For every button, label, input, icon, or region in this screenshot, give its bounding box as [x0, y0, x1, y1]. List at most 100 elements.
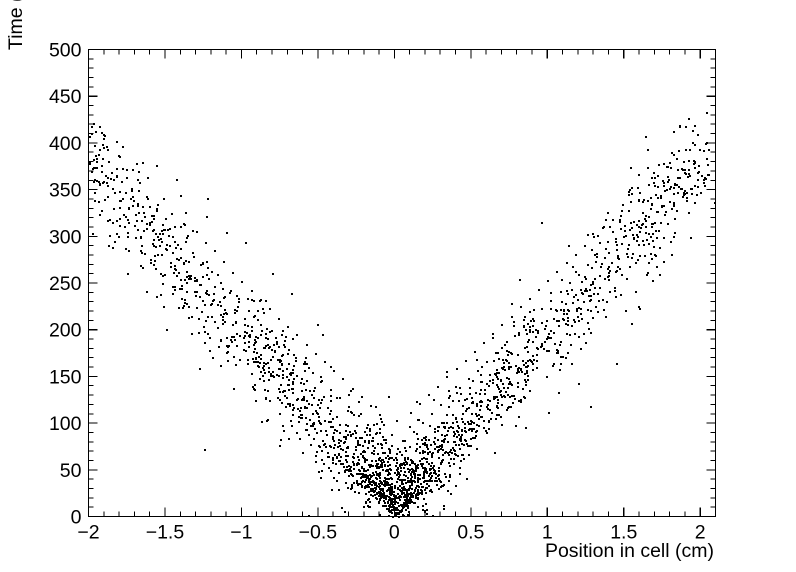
data-point: [499, 391, 501, 393]
data-point: [383, 484, 385, 486]
data-point: [126, 177, 128, 179]
data-point: [670, 241, 672, 243]
data-point: [638, 306, 640, 308]
data-point: [583, 301, 585, 303]
data-point: [615, 296, 617, 298]
data-point: [265, 333, 267, 335]
data-point: [567, 320, 569, 322]
data-point: [355, 437, 357, 439]
data-point: [388, 508, 390, 510]
data-point: [484, 389, 486, 391]
data-point: [263, 362, 265, 364]
data-point: [689, 175, 691, 177]
data-point: [395, 465, 397, 467]
data-point: [321, 470, 323, 472]
data-point: [589, 300, 591, 302]
data-point: [631, 193, 633, 195]
data-point: [278, 346, 280, 348]
data-point: [220, 305, 222, 307]
data-point: [422, 486, 424, 488]
data-point: [529, 390, 531, 392]
data-point: [380, 443, 382, 445]
data-point: [234, 309, 236, 311]
data-point: [467, 421, 469, 423]
data-point: [164, 274, 166, 276]
data-point: [103, 138, 105, 140]
data-point: [525, 362, 527, 364]
data-point: [449, 474, 451, 476]
data-point: [508, 378, 510, 380]
data-point: [656, 237, 658, 239]
data-point: [459, 473, 461, 475]
data-point: [327, 407, 329, 409]
data-point: [390, 498, 392, 500]
data-point: [592, 281, 594, 283]
data-point: [694, 144, 696, 146]
data-point: [400, 490, 402, 492]
data-point: [527, 365, 529, 367]
data-point: [642, 212, 644, 214]
data-point: [577, 299, 579, 301]
data-point: [176, 275, 178, 277]
data-point: [304, 361, 306, 363]
data-point: [254, 339, 256, 341]
data-point: [255, 336, 257, 338]
data-point: [353, 463, 355, 465]
data-point: [399, 464, 401, 466]
data-point: [204, 449, 206, 451]
data-point: [569, 334, 571, 336]
data-point: [413, 431, 415, 433]
data-point: [411, 501, 413, 503]
data-point: [676, 184, 678, 186]
data-point: [161, 254, 163, 256]
data-point: [471, 413, 473, 415]
data-point: [426, 480, 428, 482]
data-point: [343, 436, 345, 438]
data-point: [261, 330, 263, 332]
data-point: [443, 508, 445, 510]
data-point: [417, 481, 419, 483]
data-point: [422, 467, 424, 469]
data-point: [447, 430, 449, 432]
data-point: [403, 492, 405, 494]
data-point: [235, 364, 237, 366]
data-point: [425, 503, 427, 505]
data-point: [483, 420, 485, 422]
data-point: [143, 230, 145, 232]
data-point: [407, 502, 409, 504]
data-point: [340, 448, 342, 450]
data-point: [217, 327, 219, 329]
data-point: [367, 477, 369, 479]
data-point: [378, 459, 380, 461]
data-point: [404, 464, 406, 466]
data-point: [157, 204, 159, 206]
data-point: [172, 236, 174, 238]
data-point: [140, 265, 142, 267]
data-point: [402, 479, 404, 481]
data-point: [401, 493, 403, 495]
data-point: [381, 495, 383, 497]
data-point: [367, 447, 369, 449]
data-point: [644, 255, 646, 257]
data-point: [107, 220, 109, 222]
data-point: [434, 480, 436, 482]
data-point: [456, 430, 458, 432]
data-point: [269, 308, 271, 310]
data-point: [101, 210, 103, 212]
data-point: [186, 237, 188, 239]
data-point: [406, 497, 408, 499]
data-point: [529, 311, 531, 313]
data-point: [708, 149, 710, 151]
data-point: [287, 326, 289, 328]
y-tick-label: 100: [49, 413, 82, 435]
data-point: [423, 498, 425, 500]
data-point: [188, 278, 190, 280]
data-point: [475, 431, 477, 433]
data-point: [272, 356, 274, 358]
data-point: [420, 483, 422, 485]
data-point: [558, 320, 560, 322]
data-point: [252, 386, 254, 388]
data-point: [362, 445, 364, 447]
data-point: [409, 446, 411, 448]
data-point: [388, 396, 390, 398]
